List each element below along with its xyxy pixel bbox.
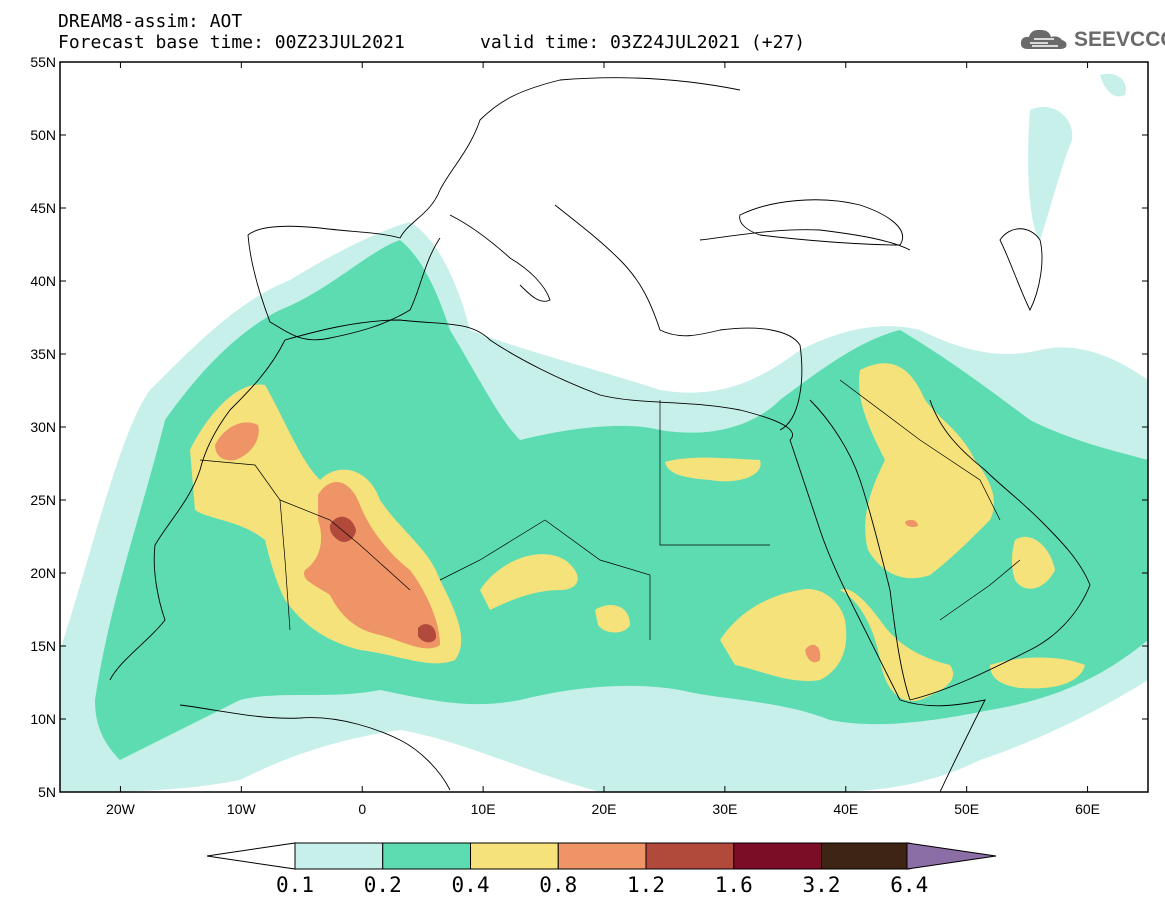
border-yemen <box>939 559 1021 621</box>
lon-label: 50E <box>954 801 979 817</box>
coastline-gulf-guinea <box>179 704 451 791</box>
coastline-iberia <box>247 234 441 341</box>
border-niger <box>439 519 546 581</box>
aot-contour-0.4-libya <box>665 457 761 482</box>
colorbar-box <box>294 842 384 870</box>
aot-contour-0.1-north <box>1100 73 1126 97</box>
lat-label: 55N <box>30 54 56 70</box>
colorbar-box <box>645 842 735 870</box>
lon-label: 0 <box>358 801 366 817</box>
aot-contour-0.4-ethiopia <box>840 589 954 701</box>
lat-label: 15N <box>30 638 56 654</box>
valid-time: valid time: 03Z24JUL2021 (+27) <box>480 32 806 53</box>
lon-label: 20W <box>106 801 136 817</box>
lat-label: 10N <box>30 711 56 727</box>
lon-label: 30E <box>712 801 737 817</box>
coastline-red-sea-west <box>789 439 901 701</box>
coastline-italy <box>449 214 551 302</box>
aot-contour-0.4-sahel <box>595 605 630 633</box>
lat-label: 5N <box>38 784 56 800</box>
coastline-red-sea-east <box>809 399 911 701</box>
lat-label: 50N <box>30 127 56 143</box>
coastline-black-sea <box>739 199 903 246</box>
forecast-base-time: Forecast base time: 00Z23JUL2021 <box>58 32 405 53</box>
border-chad-sudan <box>544 519 651 640</box>
colorbar-box <box>733 842 822 870</box>
lon-label: 40E <box>833 801 858 817</box>
cloud-icon <box>1020 29 1067 49</box>
colorbar-label: 1.6 <box>715 873 753 897</box>
lat-label: 30N <box>30 419 56 435</box>
colorbar-label: 0.1 <box>276 873 314 897</box>
colorbar-label: 0.2 <box>364 873 402 897</box>
aot-contour-0.8-arabia <box>905 519 918 527</box>
border-algeria-mali <box>279 499 411 591</box>
aot-contour-0.8-sudan <box>805 644 821 663</box>
colorbar-box <box>821 842 910 870</box>
colorbar-low-arrow <box>206 842 296 870</box>
colorbar-label: 0.4 <box>452 873 490 897</box>
colorbar-box <box>557 842 647 870</box>
coastline-levant <box>719 327 803 431</box>
coastline-caspian <box>999 228 1043 312</box>
aot-contour-0.1-caspian <box>1028 106 1073 240</box>
colorbar-boxes <box>294 842 910 870</box>
border-mauritania <box>199 459 291 631</box>
border-saudi <box>839 379 1001 521</box>
border-libya-egypt <box>659 400 770 546</box>
aot-contour-0.4-yemen <box>990 657 1085 689</box>
coastline-anatolia <box>699 229 911 251</box>
aot-field <box>60 73 1148 792</box>
colorbar-label: 6.4 <box>890 873 928 897</box>
aot-contour-1.2-south <box>418 624 437 643</box>
lat-label: 20N <box>30 565 56 581</box>
coastline-north-africa <box>284 319 793 441</box>
coastline-horn-africa <box>899 699 986 792</box>
colorbar-label: 3.2 <box>803 873 841 897</box>
colorbar-box <box>470 842 559 870</box>
colorbar-labels: 0.1 0.2 0.4 0.8 1.2 1.6 3.2 6.4 <box>276 873 928 897</box>
aot-contour-1.2-north <box>329 516 356 542</box>
colorbar-high-arrow <box>906 842 997 870</box>
seevccc-logo: SEEVCCC <box>1018 26 1165 54</box>
map-axes: 55N 50N 45N 40N 35N 30N 25N 20N 15N 10N 5N 20W 10W 0 1… <box>30 54 1148 817</box>
lon-label: 60E <box>1075 801 1100 817</box>
colorbar <box>206 842 997 870</box>
lat-label: 25N <box>30 492 56 508</box>
coastline-balkans <box>554 204 721 337</box>
aot-contour-0.4-chad <box>480 554 578 610</box>
logo-text: SEEVCCC <box>1074 28 1165 51</box>
lon-label: 10W <box>227 801 257 817</box>
colorbar-label: 0.8 <box>539 873 577 897</box>
coastline-europe <box>247 77 741 239</box>
lat-label: 40N <box>30 273 56 289</box>
coastline-west-africa <box>109 339 286 681</box>
borders <box>199 379 1021 640</box>
map-title: DREAM8-assim: AOT <box>58 11 243 32</box>
colorbar-label: 1.2 <box>627 873 665 897</box>
lon-label: 10E <box>471 801 496 817</box>
aot-contour-0.4-oman <box>1011 536 1055 589</box>
aot-contour-0.8-morocco <box>215 422 259 461</box>
coastlines <box>109 77 1091 792</box>
lat-label: 45N <box>30 200 56 216</box>
lat-label: 35N <box>30 346 56 362</box>
colorbar-box <box>382 842 471 870</box>
lon-label: 20E <box>592 801 617 817</box>
aot-contour-0.4-arabia <box>859 363 995 579</box>
coastline-arabia <box>909 399 1091 701</box>
